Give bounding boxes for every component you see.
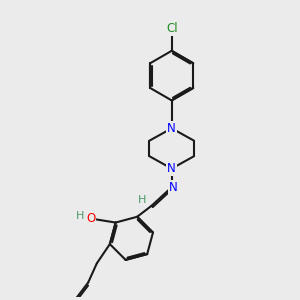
Text: N: N	[167, 162, 176, 175]
Text: N: N	[169, 181, 178, 194]
Text: H: H	[76, 211, 85, 221]
Text: N: N	[167, 122, 176, 135]
Text: Cl: Cl	[166, 22, 178, 35]
Text: H: H	[138, 195, 146, 205]
Text: O: O	[86, 212, 95, 225]
